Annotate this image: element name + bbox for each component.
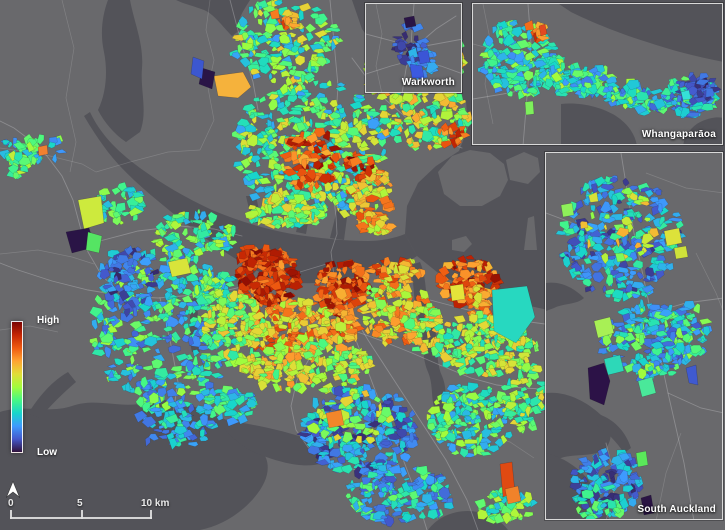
scale-tick [150,510,152,519]
scale-label-5: 5 [77,498,83,509]
inset-label-south-auckland: South Auckland [637,504,716,515]
inset-label-warkworth: Warkworth [401,77,455,88]
scale-label-0: 0 [8,498,14,509]
scale-label-10km: 10 km [141,498,170,509]
inset-south-auckland-map[interactable] [546,153,723,520]
legend-high-label: High [37,315,60,326]
legend-low-label: Low [37,447,57,458]
north-arrow-icon [6,481,20,499]
inset-whangaparaoa[interactable]: Whangaparāoa [472,3,723,145]
legend-colorbar [11,321,23,453]
inset-south-auckland[interactable]: South Auckland [545,152,723,520]
inset-warkworth[interactable]: Warkworth [365,3,462,93]
scale-tick [10,510,12,519]
scale-bar: 0 5 10 km [8,498,185,522]
inset-whangaparaoa-map[interactable] [473,4,723,145]
legend: High Low [11,312,91,462]
inset-warkworth-map[interactable] [366,4,462,93]
inset-label-whangaparaoa: Whangaparāoa [641,129,716,140]
scale-tick [81,510,83,519]
